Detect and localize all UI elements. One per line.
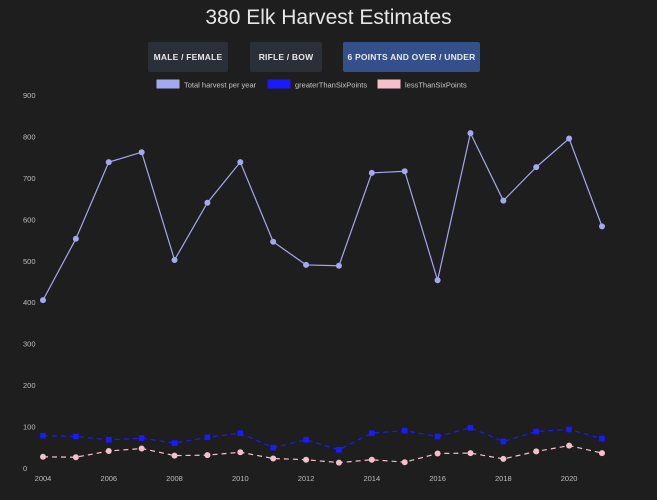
data-point — [566, 426, 572, 433]
data-point — [368, 169, 375, 176]
data-point — [599, 223, 605, 230]
data-point — [73, 433, 79, 440]
x-tick-label: 2012 — [298, 474, 315, 483]
data-point — [204, 452, 211, 459]
data-point — [369, 430, 375, 436]
data-point — [401, 427, 408, 434]
legend-label: lessThanSixPoints — [405, 81, 467, 90]
legend-swatch — [267, 79, 291, 89]
data-point — [434, 433, 441, 440]
data-point — [467, 424, 474, 431]
data-point — [533, 448, 540, 455]
data-point — [40, 432, 46, 439]
y-tick-label: 200 — [23, 381, 36, 390]
data-point — [335, 262, 342, 269]
x-tick-label: 2020 — [561, 474, 578, 483]
data-point — [566, 135, 573, 142]
data-point — [500, 438, 507, 445]
x-tick-label: 2014 — [363, 474, 380, 483]
x-tick-label: 2008 — [166, 474, 183, 483]
legend-swatch — [156, 79, 180, 89]
six-points-button[interactable]: 6 POINTS AND OVER / UNDER — [343, 42, 480, 72]
data-point — [40, 453, 46, 460]
x-tick-label: 2018 — [495, 474, 512, 483]
data-point — [138, 445, 145, 452]
y-tick-label: 900 — [23, 91, 36, 100]
y-tick-label: 0 — [23, 464, 27, 473]
data-point — [105, 437, 112, 443]
data-point — [171, 256, 178, 263]
data-point — [72, 454, 79, 461]
male-female-button[interactable]: MALE / FEMALE — [148, 42, 228, 72]
data-point — [105, 159, 112, 166]
legend-swatch — [377, 79, 401, 89]
x-tick-label: 2006 — [100, 474, 117, 483]
data-point — [467, 450, 474, 457]
data-point — [566, 442, 573, 449]
filter-button-row: MALE / FEMALE RIFLE / BOW 6 POINTS AND O… — [0, 42, 657, 72]
data-point — [303, 261, 310, 268]
data-point — [533, 164, 540, 171]
data-point — [434, 277, 441, 284]
data-point — [500, 197, 507, 204]
data-point — [204, 199, 211, 206]
data-point — [237, 449, 244, 456]
data-point — [303, 437, 309, 443]
data-point — [40, 297, 46, 304]
data-point — [401, 168, 408, 175]
data-point — [335, 459, 342, 466]
data-point — [171, 440, 178, 446]
data-point — [171, 452, 178, 459]
data-point — [401, 459, 408, 466]
y-tick-label: 500 — [23, 257, 36, 266]
data-point — [533, 428, 540, 435]
y-tick-label: 300 — [23, 340, 36, 349]
data-point — [237, 159, 244, 166]
legend-label: greaterThanSixPoints — [295, 81, 367, 90]
data-point — [270, 455, 277, 462]
data-point — [138, 435, 145, 441]
data-point — [467, 130, 474, 137]
data-point — [599, 435, 605, 442]
x-tick-label: 2016 — [429, 474, 446, 483]
data-point — [599, 450, 605, 457]
data-point — [237, 430, 244, 436]
series-line-1 — [42, 427, 603, 451]
data-point — [303, 456, 310, 463]
data-point — [434, 450, 441, 457]
y-tick-label: 800 — [23, 132, 36, 141]
data-point — [204, 434, 211, 441]
data-point — [105, 448, 112, 455]
data-point — [500, 455, 507, 462]
x-tick-label: 2010 — [232, 474, 249, 483]
y-tick-label: 100 — [23, 423, 36, 432]
rifle-bow-button[interactable]: RIFLE / BOW — [250, 42, 322, 72]
data-point — [72, 235, 79, 242]
y-tick-label: 400 — [23, 298, 36, 307]
y-tick-label: 600 — [23, 215, 36, 224]
series-line-0 — [42, 131, 603, 301]
data-point — [270, 238, 277, 245]
x-tick-label: 2004 — [35, 474, 52, 483]
legend-label: Total harvest per year — [184, 81, 257, 90]
data-point — [270, 444, 276, 451]
data-point — [336, 446, 342, 453]
series-line-2 — [42, 445, 603, 464]
data-point — [368, 456, 375, 463]
data-point — [138, 149, 145, 156]
y-tick-label: 700 — [23, 174, 36, 183]
page-title: 380 Elk Harvest Estimates — [205, 6, 452, 29]
